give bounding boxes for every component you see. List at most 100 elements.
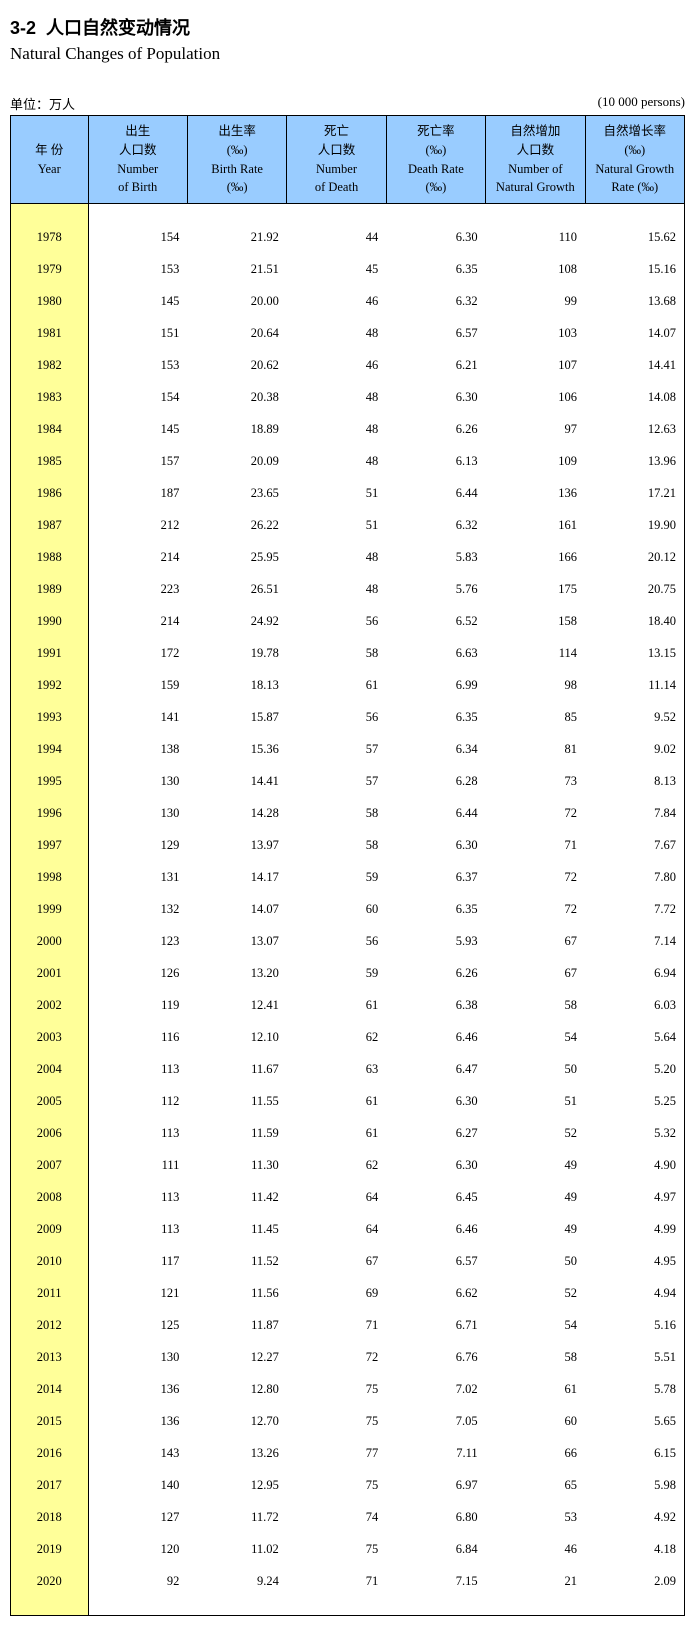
data-cell: 72 bbox=[486, 798, 585, 830]
data-cell: 6.84 bbox=[386, 1534, 485, 1566]
data-cell: 7.72 bbox=[585, 894, 684, 926]
data-cell: 6.80 bbox=[386, 1502, 485, 1534]
data-cell: 59 bbox=[287, 958, 386, 990]
data-cell: 6.47 bbox=[386, 1054, 485, 1086]
title-block: 3-2 人口自然变动情况 Natural Changes of Populati… bbox=[10, 14, 685, 64]
data-cell: 113 bbox=[88, 1182, 187, 1214]
data-cell: 99 bbox=[486, 286, 585, 318]
data-cell: 52 bbox=[486, 1118, 585, 1150]
data-cell: 67 bbox=[486, 958, 585, 990]
data-cell: 5.64 bbox=[585, 1022, 684, 1054]
data-cell: 7.67 bbox=[585, 830, 684, 862]
data-cell: 50 bbox=[486, 1246, 585, 1278]
table-row: 201614313.26777.11666.15 bbox=[11, 1438, 685, 1470]
data-cell: 15.62 bbox=[585, 222, 684, 254]
table-row: 200511211.55616.30515.25 bbox=[11, 1086, 685, 1118]
data-cell: 6.52 bbox=[386, 606, 485, 638]
data-cell: 19.90 bbox=[585, 510, 684, 542]
data-cell: 51 bbox=[287, 510, 386, 542]
year-cell: 1982 bbox=[11, 350, 89, 382]
data-cell: 6.13 bbox=[386, 446, 485, 478]
data-cell: 112 bbox=[88, 1086, 187, 1118]
column-header: 死亡率(‰)Death Rate(‰) bbox=[386, 116, 485, 204]
data-cell: 85 bbox=[486, 702, 585, 734]
data-cell: 69 bbox=[287, 1278, 386, 1310]
table-row: 199117219.78586.6311413.15 bbox=[11, 638, 685, 670]
data-cell: 14.07 bbox=[585, 318, 684, 350]
data-cell: 49 bbox=[486, 1182, 585, 1214]
data-cell: 48 bbox=[287, 382, 386, 414]
year-cell: 1997 bbox=[11, 830, 89, 862]
data-cell: 6.97 bbox=[386, 1470, 485, 1502]
table-row: 201212511.87716.71545.16 bbox=[11, 1310, 685, 1342]
year-cell: 2006 bbox=[11, 1118, 89, 1150]
data-cell: 46 bbox=[486, 1534, 585, 1566]
section-number: 3-2 bbox=[10, 18, 36, 38]
data-cell: 6.32 bbox=[386, 286, 485, 318]
data-cell: 6.62 bbox=[386, 1278, 485, 1310]
year-cell: 2011 bbox=[11, 1278, 89, 1310]
data-cell: 56 bbox=[287, 702, 386, 734]
data-cell: 161 bbox=[486, 510, 585, 542]
data-cell: 145 bbox=[88, 414, 187, 446]
data-cell: 5.16 bbox=[585, 1310, 684, 1342]
data-cell: 61 bbox=[287, 1118, 386, 1150]
data-cell: 11.56 bbox=[187, 1278, 286, 1310]
data-cell: 108 bbox=[486, 254, 585, 286]
data-cell: 20.09 bbox=[187, 446, 286, 478]
data-cell: 117 bbox=[88, 1246, 187, 1278]
data-cell: 5.78 bbox=[585, 1374, 684, 1406]
data-cell: 66 bbox=[486, 1438, 585, 1470]
table-row: 2020929.24717.15212.09 bbox=[11, 1566, 685, 1598]
page-title-cn: 3-2 人口自然变动情况 bbox=[10, 14, 685, 40]
data-cell: 6.30 bbox=[386, 382, 485, 414]
data-cell: 5.25 bbox=[585, 1086, 684, 1118]
data-cell: 5.93 bbox=[386, 926, 485, 958]
title-cn-text: 人口自然变动情况 bbox=[46, 18, 190, 38]
data-cell: 5.98 bbox=[585, 1470, 684, 1502]
data-cell: 6.28 bbox=[386, 766, 485, 798]
table-row: 198215320.62466.2110714.41 bbox=[11, 350, 685, 382]
data-cell: 44 bbox=[287, 222, 386, 254]
column-header: 年 份Year bbox=[11, 116, 89, 204]
data-cell: 67 bbox=[287, 1246, 386, 1278]
data-cell: 6.26 bbox=[386, 414, 485, 446]
data-cell: 14.07 bbox=[187, 894, 286, 926]
data-cell: 131 bbox=[88, 862, 187, 894]
data-cell: 6.30 bbox=[386, 222, 485, 254]
data-cell: 71 bbox=[287, 1566, 386, 1598]
data-cell: 14.41 bbox=[585, 350, 684, 382]
year-cell: 1994 bbox=[11, 734, 89, 766]
data-cell: 6.34 bbox=[386, 734, 485, 766]
data-cell: 6.30 bbox=[386, 1086, 485, 1118]
data-cell: 11.87 bbox=[187, 1310, 286, 1342]
data-cell: 116 bbox=[88, 1022, 187, 1054]
year-cell: 2008 bbox=[11, 1182, 89, 1214]
data-cell: 132 bbox=[88, 894, 187, 926]
data-cell: 20.38 bbox=[187, 382, 286, 414]
year-cell: 2001 bbox=[11, 958, 89, 990]
table-row: 201112111.56696.62524.94 bbox=[11, 1278, 685, 1310]
year-cell: 2005 bbox=[11, 1086, 89, 1118]
spacer-row bbox=[11, 1598, 685, 1616]
data-cell: 17.21 bbox=[585, 478, 684, 510]
data-cell: 5.20 bbox=[585, 1054, 684, 1086]
data-cell: 109 bbox=[486, 446, 585, 478]
data-cell: 130 bbox=[88, 798, 187, 830]
data-cell: 72 bbox=[486, 862, 585, 894]
data-cell: 75 bbox=[287, 1534, 386, 1566]
data-cell: 46 bbox=[287, 350, 386, 382]
data-cell: 5.83 bbox=[386, 542, 485, 574]
data-cell: 11.02 bbox=[187, 1534, 286, 1566]
data-cell: 7.05 bbox=[386, 1406, 485, 1438]
data-cell: 214 bbox=[88, 542, 187, 574]
data-cell: 14.17 bbox=[187, 862, 286, 894]
data-cell: 6.46 bbox=[386, 1214, 485, 1246]
table-row: 200411311.67636.47505.20 bbox=[11, 1054, 685, 1086]
data-cell: 154 bbox=[88, 222, 187, 254]
data-cell: 136 bbox=[88, 1406, 187, 1438]
data-cell: 6.27 bbox=[386, 1118, 485, 1150]
data-cell: 54 bbox=[486, 1022, 585, 1054]
data-cell: 7.14 bbox=[585, 926, 684, 958]
column-header: 出生率(‰)Birth Rate(‰) bbox=[187, 116, 286, 204]
